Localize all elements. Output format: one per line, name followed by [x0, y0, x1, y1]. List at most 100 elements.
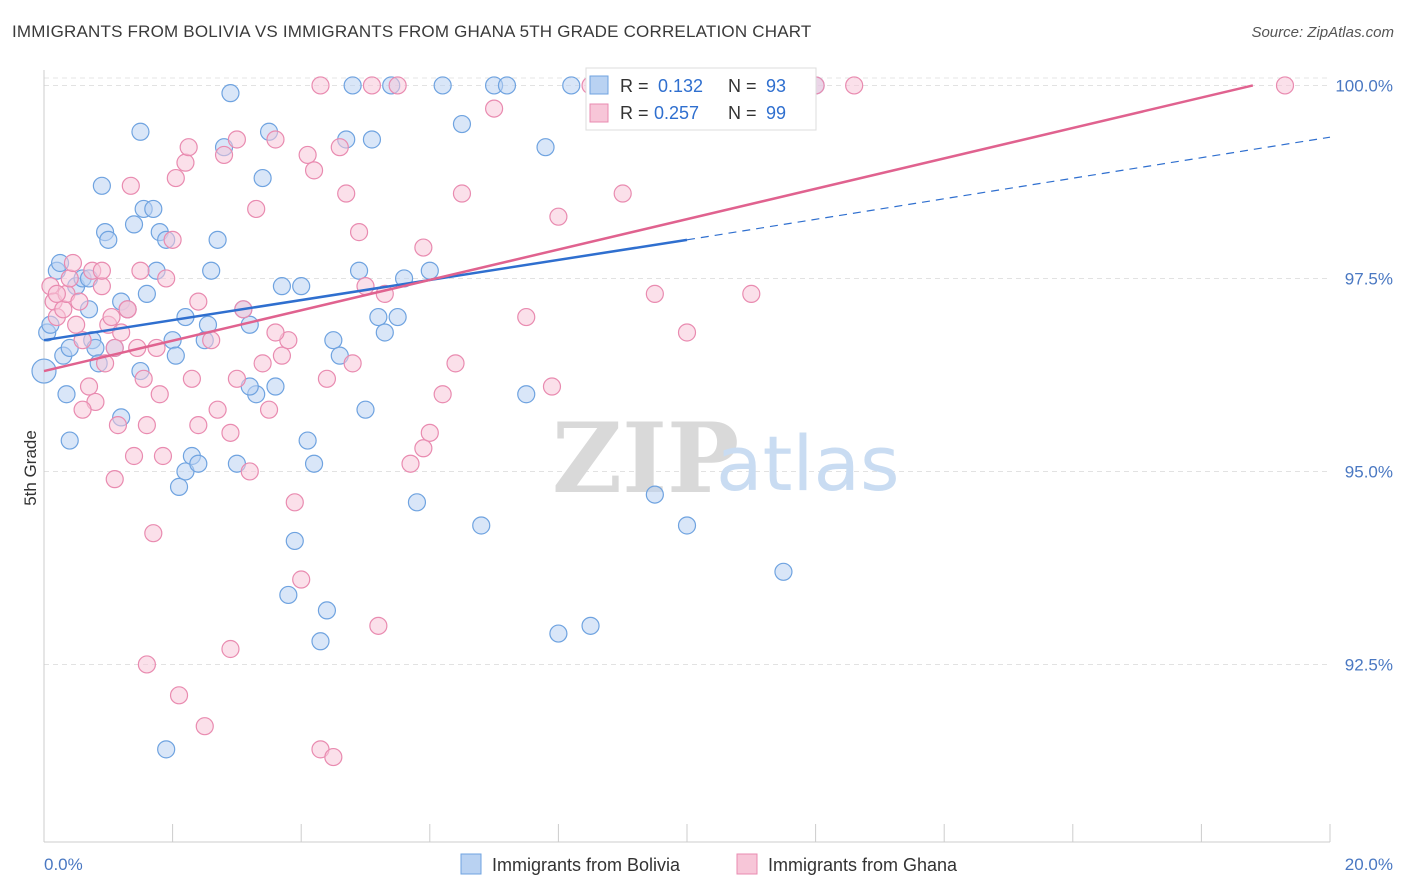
point-1-51 — [272, 346, 292, 365]
point-1-56 — [304, 161, 324, 180]
point-0-66 — [407, 493, 427, 512]
chart-title: IMMIGRANTS FROM BOLIVIA VS IMMIGRANTS FR… — [12, 22, 812, 41]
point-1-14 — [95, 354, 115, 373]
point-1-44 — [227, 369, 246, 388]
point-1-21 — [121, 176, 140, 195]
legend-r-value-ghana: 0.257 — [654, 103, 699, 123]
point-1-3 — [54, 300, 73, 319]
point-1-68 — [388, 76, 407, 95]
point-0-69 — [452, 114, 472, 134]
point-0-44 — [253, 168, 272, 188]
point-1-98 — [73, 400, 92, 419]
point-0-21 — [131, 122, 150, 141]
point-1-76 — [549, 207, 568, 226]
point-1-54 — [292, 570, 311, 589]
point-1-27 — [144, 524, 163, 543]
point-1-73 — [452, 184, 472, 203]
point-0-55 — [324, 331, 343, 350]
point-1-35 — [176, 153, 195, 172]
point-1-22 — [124, 446, 144, 466]
bottom-legend-label-ghana: Immigrants from Ghana — [768, 855, 958, 875]
point-1-84 — [1275, 76, 1295, 95]
point-0-62 — [369, 307, 388, 327]
point-1-90 — [266, 323, 285, 342]
point-1-80 — [677, 323, 697, 342]
point-0-47 — [272, 277, 292, 296]
point-1-5 — [60, 269, 79, 288]
trend-lines — [43, 84, 1331, 373]
point-1-34 — [169, 686, 189, 705]
point-1-75 — [517, 307, 536, 327]
legend-n-value-bolivia: 93 — [766, 76, 786, 96]
legend-r-value-bolivia: 0.132 — [658, 76, 703, 96]
point-0-58 — [343, 76, 362, 95]
watermark-zip: ZIP — [552, 402, 739, 515]
y-tick-label-3: 92.5% — [1345, 655, 1393, 674]
point-1-88 — [118, 300, 137, 319]
y-tick-label-1: 97.5% — [1345, 269, 1393, 288]
legend-box — [585, 67, 817, 131]
point-0-92 — [157, 740, 176, 759]
point-0-74 — [536, 138, 555, 157]
point-1-72 — [433, 385, 452, 404]
point-1-62 — [343, 354, 362, 373]
point-0-61 — [362, 130, 382, 149]
legend-swatch-ghana — [589, 103, 609, 123]
watermark-atlas: atlas — [716, 419, 900, 508]
point-1-50 — [266, 130, 285, 149]
bottom-legend-label-bolivia: Immigrants from Bolivia — [492, 855, 681, 875]
point-0-30 — [169, 477, 189, 496]
point-0-59 — [349, 261, 369, 280]
chart-source: Source: ZipAtlas.com — [1251, 24, 1394, 41]
point-1-32 — [163, 230, 182, 249]
point-0-79 — [645, 485, 664, 504]
point-1-37 — [182, 369, 201, 388]
point-0-14 — [92, 176, 111, 195]
axes — [43, 70, 1331, 843]
y-tick-label-0: 100.0% — [1335, 76, 1393, 95]
point-1-63 — [349, 223, 369, 242]
point-1-65 — [362, 76, 382, 95]
point-1-92 — [311, 76, 330, 95]
point-1-96 — [221, 423, 240, 442]
point-1-46 — [240, 462, 259, 481]
trend-extension-0 — [686, 136, 1331, 241]
point-1-24 — [131, 261, 150, 280]
y-tick-label-2: 95.0% — [1345, 462, 1393, 481]
legend-n-value-ghana: 99 — [766, 103, 786, 123]
x-tick-label-1: 20.0% — [1345, 855, 1393, 874]
point-1-83 — [845, 76, 864, 95]
point-0-36 — [202, 261, 221, 280]
point-1-85 — [137, 655, 156, 674]
tick-labels: 100.0% 97.5% 95.0% 92.5% 0.0% 20.0% — [44, 76, 1393, 874]
point-0-68 — [433, 76, 452, 95]
point-1-38 — [189, 416, 208, 435]
y-axis-label: 5th Grade — [21, 430, 40, 506]
trend-line-1 — [43, 84, 1254, 373]
point-1-47 — [247, 199, 266, 219]
point-1-61 — [337, 184, 356, 203]
point-0-75 — [549, 624, 568, 643]
point-1-60 — [330, 138, 349, 157]
point-0-77 — [581, 616, 600, 635]
point-0-50 — [292, 277, 311, 296]
point-0-46 — [266, 377, 285, 396]
point-1-48 — [253, 354, 272, 373]
point-0-37 — [208, 230, 227, 249]
point-0-51 — [298, 431, 317, 450]
point-1-79 — [645, 284, 664, 303]
point-1-58 — [317, 369, 337, 388]
point-1-36 — [179, 138, 198, 157]
point-1-93 — [227, 130, 246, 149]
point-0-70 — [472, 516, 491, 535]
point-1-16 — [102, 307, 121, 327]
point-1-81 — [742, 284, 761, 303]
trend-line-0 — [43, 238, 688, 342]
point-1-59 — [324, 747, 343, 767]
point-0-20 — [124, 215, 144, 234]
point-1-71 — [420, 423, 439, 442]
point-0-60 — [356, 400, 375, 419]
point-0-90 — [388, 307, 407, 327]
point-0-63 — [375, 323, 394, 342]
